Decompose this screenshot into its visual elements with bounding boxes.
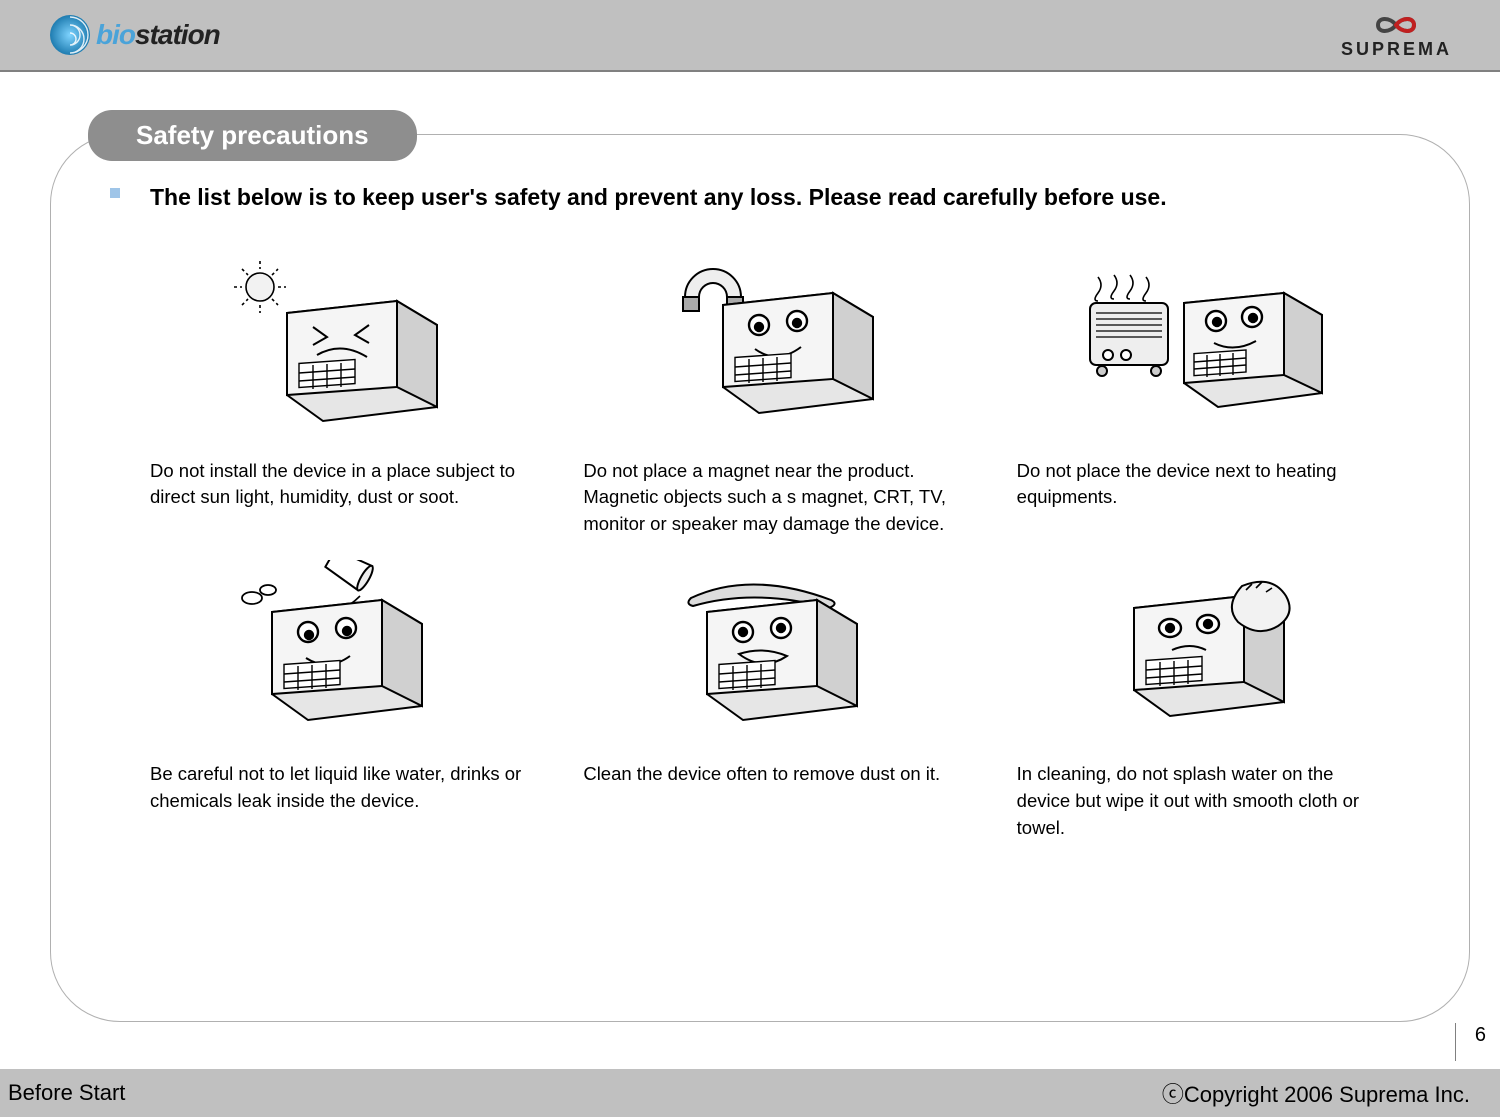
precaution-item: In cleaning, do not splash water on the … <box>1017 548 1390 841</box>
precaution-illustration-magnet <box>583 245 956 440</box>
precaution-caption: Clean the device often to remove dust on… <box>583 743 956 788</box>
precaution-illustration-wipe <box>1017 548 1390 743</box>
precaution-caption: Be careful not to let liquid like water,… <box>150 743 523 815</box>
precautions-grid: Do not install the device in a place sub… <box>110 245 1410 842</box>
logo-text: biostation <box>96 19 220 51</box>
intro-text: The list below is to keep user's safety … <box>150 180 1167 215</box>
precaution-item: Be careful not to let liquid like water,… <box>150 548 523 841</box>
precaution-item: Do not place the device next to heating … <box>1017 245 1390 538</box>
page-number-divider <box>1455 1023 1456 1061</box>
footer-bar: Before Start ⓒCopyright 2006 Suprema Inc… <box>0 1069 1500 1117</box>
precaution-caption: Do not install the device in a place sub… <box>150 440 523 512</box>
precaution-illustration-clean <box>583 548 956 743</box>
section-title-pill: Safety precautions <box>88 110 417 161</box>
bullet-icon <box>110 188 120 198</box>
precaution-illustration-liquid <box>150 548 523 743</box>
company-name: SUPREMA <box>1341 39 1452 60</box>
page-number: 6 <box>1475 1024 1486 1047</box>
logo-swirl-icon <box>48 13 92 57</box>
footer-section-label: Before Start <box>8 1080 125 1106</box>
precaution-illustration-sunlight <box>150 245 523 440</box>
precaution-caption: Do not place a magnet near the product. … <box>583 440 956 538</box>
precaution-caption: In cleaning, do not splash water on the … <box>1017 743 1390 841</box>
precaution-caption: Do not place the device next to heating … <box>1017 440 1390 512</box>
footer-copyright: ⓒCopyright 2006 Suprema Inc. <box>1162 1077 1470 1109</box>
title-rule <box>780 134 1400 135</box>
header-bar: biostation SUPREMA <box>0 0 1500 72</box>
precaution-item: Do not place a magnet near the product. … <box>583 245 956 538</box>
precaution-item: Clean the device often to remove dust on… <box>583 548 956 841</box>
precaution-illustration-heater <box>1017 245 1390 440</box>
intro-row: The list below is to keep user's safety … <box>110 180 1410 215</box>
logo-biostation: biostation <box>48 13 220 57</box>
precaution-item: Do not install the device in a place sub… <box>150 245 523 538</box>
panel-content: The list below is to keep user's safety … <box>110 180 1410 982</box>
infinity-icon <box>1370 11 1422 39</box>
logo-suprema: SUPREMA <box>1341 11 1452 60</box>
content-area: Safety precautions The list below is to … <box>50 110 1470 1022</box>
